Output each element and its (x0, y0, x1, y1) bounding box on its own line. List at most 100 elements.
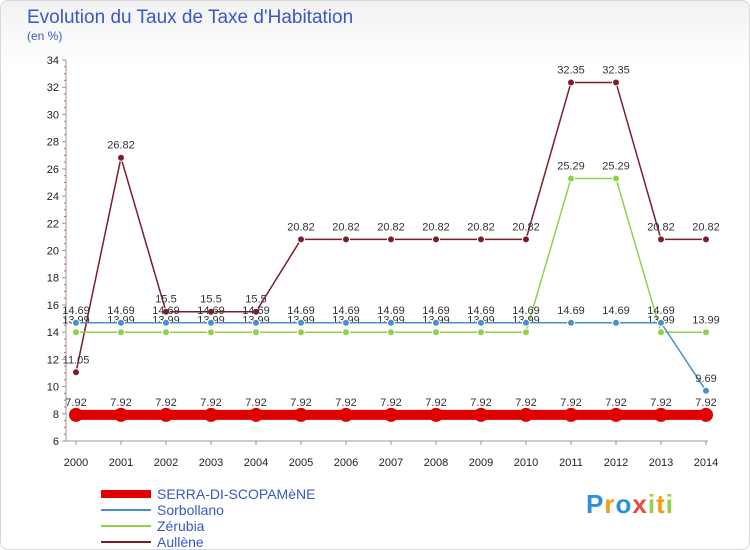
data-point (564, 407, 578, 422)
data-point (474, 407, 488, 422)
data-label: 7.92 (335, 397, 356, 409)
data-label: 14.69 (512, 305, 540, 317)
legend-swatch (101, 490, 151, 498)
logo-letter: r (604, 489, 616, 519)
logo-letter: i (665, 489, 674, 519)
chart-legend: SERRA-DI-SCOPAMèNE Sorbollano Zérubia Aullè… (101, 486, 401, 549)
data-point (252, 328, 260, 337)
logo-letter: o (615, 489, 633, 519)
data-point (339, 407, 353, 422)
data-point (342, 328, 350, 337)
data-label: 32.35 (557, 64, 585, 76)
x-tick-label: 2000 (64, 457, 88, 469)
data-point (699, 407, 713, 422)
legend-swatch (101, 509, 151, 511)
data-label: 14.69 (107, 305, 135, 317)
data-label: 7.92 (110, 397, 131, 409)
data-label: 20.82 (467, 221, 495, 233)
data-label: 9.69 (695, 373, 716, 385)
data-point (252, 318, 260, 327)
data-point (612, 78, 620, 87)
data-point (72, 328, 80, 337)
data-point (207, 318, 215, 327)
data-point (117, 328, 125, 337)
data-label: 14.69 (287, 305, 315, 317)
data-label: 20.82 (692, 221, 720, 233)
x-tick-label: 2005 (289, 457, 313, 469)
y-tick-label: 24 (47, 191, 59, 203)
data-label: 15.5 (245, 294, 266, 306)
x-tick-label: 2013 (649, 457, 673, 469)
y-tick-label: 12 (47, 354, 59, 366)
data-point (657, 318, 665, 327)
legend-item: Aullène (101, 534, 401, 549)
data-point (159, 407, 173, 422)
data-label: 7.92 (200, 397, 221, 409)
data-label: 14.69 (602, 305, 630, 317)
data-point (294, 407, 308, 422)
legend-item: Sorbollano (101, 502, 401, 518)
y-tick-label: 34 (47, 55, 59, 67)
data-label: 7.92 (605, 397, 626, 409)
legend-label: Zérubia (157, 518, 205, 534)
data-point (477, 318, 485, 327)
data-label: 14.69 (557, 305, 585, 317)
data-point (567, 318, 575, 327)
logo-letter: x (632, 489, 648, 519)
data-label: 14.69 (197, 305, 225, 317)
data-point (567, 174, 575, 183)
x-tick-label: 2008 (424, 457, 448, 469)
data-label: 7.92 (245, 397, 266, 409)
data-point (477, 328, 485, 337)
x-tick-label: 2011 (559, 457, 583, 469)
chart-y-unit-label: (en %) (27, 29, 63, 43)
data-point (522, 328, 530, 337)
data-label: 15.5 (155, 294, 176, 306)
x-tick-label: 2001 (109, 457, 133, 469)
data-point (432, 235, 440, 244)
x-tick-label: 2010 (514, 457, 538, 469)
data-label: 14.69 (332, 305, 360, 317)
data-point (252, 307, 260, 316)
data-point (657, 235, 665, 244)
data-point (612, 318, 620, 327)
logo-letter: P (586, 489, 605, 519)
data-point (654, 407, 668, 422)
data-point (432, 328, 440, 337)
y-tick-label: 10 (47, 382, 59, 394)
data-label: 26.82 (107, 140, 135, 152)
legend-swatch (101, 525, 151, 527)
data-point (702, 235, 710, 244)
data-point (114, 407, 128, 422)
data-point (162, 307, 170, 316)
data-point (387, 328, 395, 337)
data-label: 20.82 (332, 221, 360, 233)
logo-letter: i (647, 489, 657, 519)
x-tick-label: 2014 (694, 457, 718, 469)
data-label: 7.92 (470, 397, 491, 409)
data-point (297, 318, 305, 327)
data-point (72, 368, 80, 377)
data-label: 11.05 (63, 354, 90, 366)
data-label: 20.82 (647, 221, 675, 233)
x-tick-label: 2007 (379, 457, 403, 469)
data-point (342, 235, 350, 244)
data-point (522, 318, 530, 327)
data-label: 7.92 (650, 397, 671, 409)
data-label: 14.69 (422, 305, 450, 317)
data-label: 7.92 (695, 397, 716, 409)
data-point (387, 235, 395, 244)
chart-title: Evolution du Taux de Taxe d'Habitation (27, 7, 354, 28)
data-point (207, 328, 215, 337)
data-point (477, 235, 485, 244)
data-point (117, 318, 125, 327)
data-label: 7.92 (65, 397, 86, 409)
data-label: 20.82 (377, 221, 405, 233)
y-tick-label: 28 (47, 137, 59, 149)
y-tick-label: 8 (53, 409, 59, 421)
data-point (117, 153, 125, 162)
x-tick-label: 2012 (604, 457, 628, 469)
data-point (297, 235, 305, 244)
data-point (162, 328, 170, 337)
